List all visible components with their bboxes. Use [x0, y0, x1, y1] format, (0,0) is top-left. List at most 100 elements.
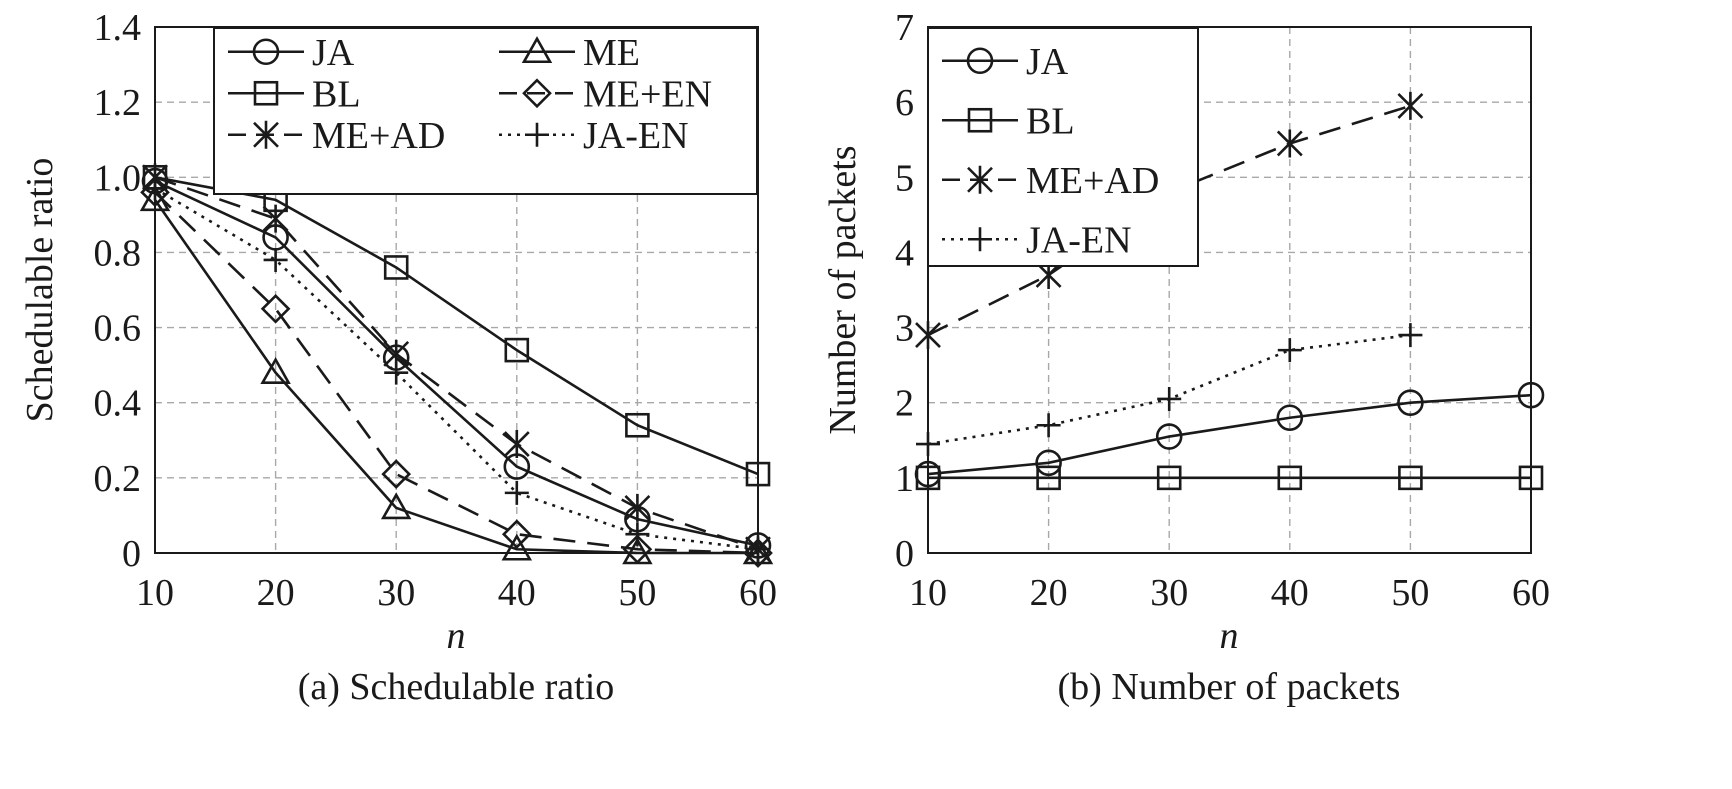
panel-b-point-me-plus-ad: [915, 321, 941, 350]
panel-a-legend-label-ja: JA: [312, 32, 355, 74]
panel-a-legend-marker-me-plus-en: [522, 78, 552, 109]
panel-b-legend-label-ja: JA: [1026, 41, 1069, 83]
panel-a-legend-item-me: ME: [499, 32, 640, 74]
panel-b-x-tick-label: 30: [1150, 572, 1188, 614]
panel-a-point-bl: [504, 337, 530, 363]
panel-b-point-ja-en: [1398, 323, 1423, 348]
panel-a-x-tick-label: 40: [498, 572, 536, 614]
panel-a-point-me-plus-en: [501, 519, 532, 550]
panel-a-y-tick-label: 1.0: [94, 157, 142, 199]
panel-b-point-ja: [1397, 389, 1424, 417]
panel-a-series-me-plus-ad: [142, 163, 771, 564]
panel-a-point-ja-en: [263, 247, 288, 272]
panel-a-legend-marker-ja-en: [525, 122, 549, 147]
panel-a-series-bl: [142, 164, 771, 487]
panel-a-legend-label-me-plus-en: ME+EN: [583, 73, 712, 115]
panel-b-x-tick-label: 10: [909, 572, 947, 614]
panel-a-y-tick-label: 1.2: [94, 82, 142, 124]
panel-b-point-ja-en: [916, 432, 940, 457]
panel-number-of-packets: 10 20 30 40 50 60 0 1 2 3 4 5 6 7 Number of packets n…: [822, 7, 1550, 708]
panel-a-legend-label-me: ME: [583, 32, 640, 74]
panel-a-point-ja-en: [625, 522, 650, 547]
panel-b-legend-item-me-plus-ad: ME+AD: [942, 160, 1159, 202]
panel-b-legend-box: [927, 27, 1199, 267]
panel-a-ticks: 10 20 30 40 50 60 0 0.2 0.4 0.6 0.8 1.0 1.2 1.4: [94, 7, 778, 614]
panel-b-point-bl: [915, 465, 941, 491]
panel-b-series-ja: [914, 381, 1545, 488]
panel-a-point-ja-en: [504, 480, 529, 505]
panel-b-x-axis-label: n: [1220, 615, 1239, 657]
panel-b-series: [914, 91, 1545, 491]
panel-b-y-axis-label: Number of packets: [822, 145, 864, 434]
panel-a-legend-item-me-plus-ad: ME+AD: [228, 115, 445, 157]
panel-a-point-me-plus-en: [260, 293, 291, 324]
panel-a-legend-item-bl: BL: [228, 73, 361, 115]
panel-a-legend-marker-me: [521, 36, 553, 64]
panel-a-line-ja: [154, 179, 759, 547]
panel-b-legend-marker-ja: [966, 47, 994, 75]
panel-a-y-tick-label: 0.2: [94, 458, 142, 500]
panel-a-legend-marker-bl: [253, 80, 279, 106]
panel-a-line-me: [153, 199, 758, 555]
panel-a-point-me-plus-en: [381, 459, 412, 489]
panel-a-y-tick-label: 1.4: [94, 7, 142, 49]
panel-b-point-bl: [1398, 465, 1423, 491]
panel-b-point-me-plus-ad: [1276, 129, 1303, 158]
panel-b-y-tick-label: 1: [895, 458, 914, 500]
panel-b-y-tick-label: 3: [895, 308, 914, 350]
panel-b-y-tick-label: 6: [895, 82, 914, 124]
panel-a-point-bl: [625, 412, 650, 438]
panel-a-x-tick-label: 30: [377, 572, 415, 614]
panel-a-x-tick-label: 50: [618, 572, 656, 614]
panel-a-series-ja: [141, 167, 772, 559]
panel-b-legend-label-bl: BL: [1026, 100, 1075, 142]
panel-schedulable-ratio: 10 20 30 40 50 60 0 0.2 0.4 0.6 0.8 1.0 1.2 1.4 Sched…: [19, 7, 777, 708]
panel-a-x-tick-label: 10: [136, 572, 174, 614]
panel-b-point-me-plus-ad: [1397, 91, 1424, 120]
panel-a-legend: JA ME BL ME+EN ME+AD JA-EN: [213, 27, 758, 195]
panel-a-line-ja-en: [154, 187, 759, 551]
panel-a-point-ja-en: [746, 537, 770, 562]
panel-a-legend-item-ja: JA: [228, 32, 355, 74]
panel-b-y-tick-label: 0: [895, 533, 914, 575]
panel-b-line-ja: [927, 393, 1532, 476]
panel-a-legend-box: [213, 27, 758, 195]
panel-a-point-me: [380, 492, 412, 520]
panel-b-point-ja: [1155, 423, 1183, 450]
panel-a-point-me: [501, 533, 533, 561]
panel-b-series-bl: [915, 465, 1544, 491]
panel-b-point-ja: [1276, 404, 1304, 432]
panel-b-x-tick-label: 50: [1391, 572, 1429, 614]
panel-a-line-me-plus-en: [154, 191, 759, 555]
panel-b-point-ja-en: [1036, 413, 1061, 438]
panel-a-y-axis-label: Schedulable ratio: [19, 158, 61, 423]
panel-b-legend-item-bl: BL: [942, 100, 1075, 142]
panel-b-legend-marker-ja-en: [968, 227, 992, 252]
panel-b-legend-item-ja-en: JA-EN: [942, 219, 1132, 261]
panel-b-y-tick-label: 5: [895, 157, 914, 199]
panel-a-legend-label-ja-en: JA-EN: [583, 115, 689, 157]
panel-a-series: [139, 163, 774, 568]
panel-b-legend-marker-me-plus-ad: [967, 165, 993, 194]
panel-b-point-bl: [1277, 465, 1303, 491]
panel-a-line-me-plus-ad: [154, 176, 759, 551]
panel-b-x-tick-label: 20: [1030, 572, 1068, 614]
panel-b-plot-frame: [927, 26, 1532, 554]
panel-a-x-tick-label: 20: [257, 572, 295, 614]
panel-b-series-ja-en: [916, 323, 1423, 457]
panel-b-x-tick-label: 40: [1271, 572, 1309, 614]
panel-b-point-ja-en: [1157, 386, 1182, 411]
panel-b-point-bl: [1036, 465, 1061, 491]
panel-b-point-ja: [1517, 381, 1545, 409]
panel-b-ticks: 10 20 30 40 50 60 0 1 2 3 4 5 6 7: [895, 7, 1550, 614]
panel-a-y-tick-label: 0.6: [94, 308, 142, 350]
panel-a-series-ja-en: [143, 176, 770, 562]
panel-b-y-tick-label: 4: [895, 232, 914, 274]
panel-b-caption: (b) Number of packets: [1058, 666, 1401, 708]
panel-a-point-ja-en: [143, 176, 167, 201]
panel-a-legend-item-ja-en: JA-EN: [499, 115, 689, 157]
panel-a-point-me-plus-en: [622, 534, 653, 565]
panel-b-legend: JA BL ME+AD JA-EN: [927, 27, 1199, 267]
panel-a-y-tick-label: 0.8: [94, 232, 142, 274]
